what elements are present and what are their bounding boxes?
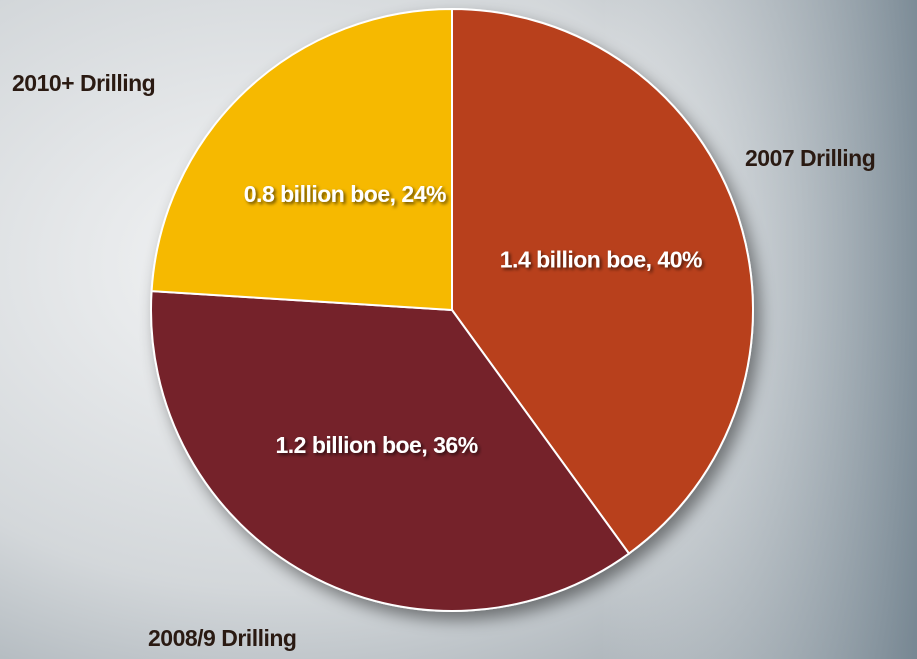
category-label: 2008/9 Drilling: [148, 625, 296, 651]
pie-slice: [150, 290, 631, 612]
category-label: 2010+ Drilling: [12, 70, 155, 96]
pie-slice: [451, 7, 754, 555]
data-label: 1.4 billion boe, 40%: [500, 247, 702, 273]
pie-slice: [150, 7, 453, 312]
category-label: 2007 Drilling: [745, 145, 875, 171]
data-label: 0.8 billion boe, 24%: [244, 181, 446, 207]
pie: [150, 7, 754, 612]
data-label: 1.2 billion boe, 36%: [276, 432, 478, 458]
